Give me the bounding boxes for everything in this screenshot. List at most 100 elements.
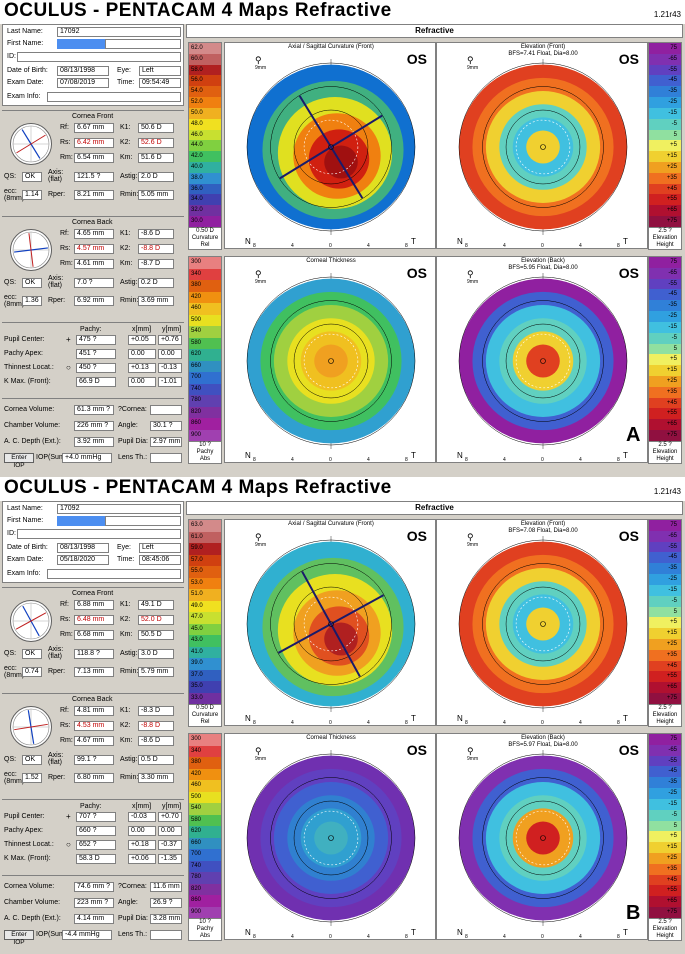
angle-label: Angle:	[118, 899, 138, 906]
scale-value: +75	[649, 216, 681, 227]
first-name-field-rest[interactable]	[105, 39, 181, 49]
thickness-map-9mm-label: 9mm	[255, 756, 267, 762]
scale-value: 340	[189, 745, 221, 757]
id-label: ID:	[7, 530, 16, 537]
exam-date-field[interactable]: 07/08/2019	[57, 78, 109, 88]
pupil-dia-value: 3.28 mm	[150, 914, 182, 924]
dob-field[interactable]: 08/13/1998	[57, 66, 109, 76]
exam-date-field[interactable]: 05/18/2020	[57, 555, 109, 565]
scale-value: 75	[649, 43, 681, 54]
axis-tick: 8	[405, 457, 408, 463]
chamber-volume-value: 223 mm ?	[74, 898, 114, 908]
scale-value: -35	[649, 777, 681, 789]
app-title: OCULUS - PENTACAM 4 Maps Refractive	[4, 0, 392, 21]
cornea-back-astig-value: 0.2 D	[138, 278, 174, 288]
k-max-y: -1.01	[158, 377, 182, 387]
eye-field[interactable]: Left	[139, 543, 181, 553]
elevation-front-map-zoom-icon[interactable]: ⚲	[467, 55, 474, 65]
elevation-front-map[interactable]: Elevation (Front) BFS=7.08 Float, Dia=8.0…	[436, 519, 648, 726]
elevation-front-scale[interactable]: 75 -65 -55 -45 -35 -25 -15 -5 5 +5 +15 +25 +35 +45 +55…	[648, 519, 682, 727]
scale-value: 380	[189, 280, 221, 292]
first-name-field-rest[interactable]	[105, 516, 181, 526]
elevation-back-map[interactable]: Elevation (Back) BFS=5.97 Float, Dia=8.00…	[436, 733, 648, 940]
pachy-apex-label: Pachy Apex:	[4, 827, 43, 834]
id-field[interactable]	[17, 529, 181, 539]
pachy-apex-y: 0.00	[158, 349, 182, 359]
cornea-volume-value: 74.6 mm ?	[74, 882, 114, 892]
curvature-scale[interactable]: 63.0 61.0 59.0 57.0 55.0 53.0 51.0 49.0 47.0 45.0…	[188, 519, 222, 727]
elevation-front-map-zoom-icon[interactable]: ⚲	[467, 532, 474, 542]
thickness-map-zoom-icon[interactable]: ⚲	[255, 746, 262, 756]
first-name-field[interactable]	[57, 516, 105, 526]
scale-value: 420	[189, 291, 221, 303]
axial-map[interactable]: Axial / Sagittal Curvature (Front) OS N T ⚲ 9…	[224, 42, 436, 249]
cornea-front-rf-label: Rf:	[60, 124, 69, 131]
y-mm-header: y[mm]	[162, 803, 182, 810]
thickness-map[interactable]: Corneal Thickness OS N T ⚲ 9mm 8 4 0 4 8	[224, 733, 436, 940]
time-field[interactable]: 09:54:49	[139, 78, 181, 88]
scale-value: -65	[649, 267, 681, 279]
elevation-front-map-bfs: BFS=7.41 Float, Dia=8.00	[508, 51, 578, 57]
eye-field[interactable]: Left	[139, 66, 181, 76]
axial-map-zoom-icon[interactable]: ⚲	[255, 532, 262, 542]
time-field[interactable]: 08:45:06	[139, 555, 181, 565]
elevation-front-map-os-label: OS	[618, 528, 639, 544]
k-max-pachy: 58.3 D	[76, 854, 116, 864]
elevation-front-map-9mm-label: 9mm	[467, 542, 479, 548]
exam-info-field[interactable]	[47, 569, 181, 579]
cornea-front-title: Cornea Front	[72, 590, 114, 597]
dob-field[interactable]: 08/13/1998	[57, 543, 109, 553]
exam-info-field[interactable]	[47, 92, 181, 102]
first-name-field[interactable]	[57, 39, 105, 49]
last-name-field[interactable]: 17092	[57, 504, 181, 514]
k-max-x: +0.06	[128, 854, 156, 864]
elevation-front-map[interactable]: Elevation (Front) BFS=7.41 Float, Dia=8.0…	[436, 42, 648, 249]
elevation-back-map-zoom-icon[interactable]: ⚲	[467, 269, 474, 279]
pupil-center-x: -0.03	[128, 812, 156, 822]
thinnest-locat-marker-icon: ○	[66, 363, 71, 372]
scale-value: -5	[649, 332, 681, 344]
elevation-back-map[interactable]: Elevation (Back) BFS=5.95 Float, Dia=8.00…	[436, 256, 648, 463]
scale-value: 500	[189, 791, 221, 803]
elevation-back-map-zoom-icon[interactable]: ⚲	[467, 746, 474, 756]
exam-info-label: Exam Info:	[7, 570, 41, 577]
axis-tick: 4	[503, 457, 506, 463]
elevation-back-scale[interactable]: 75 -65 -55 -45 -35 -25 -15 -5 5 +5 +15 +25 +35 +45 +55…	[648, 256, 682, 464]
cornea-front-qs-label: QS:	[4, 650, 17, 657]
elevation-back-scale[interactable]: 75 -65 -55 -45 -35 -25 -15 -5 5 +5 +15 +25 +35 +45 +55…	[648, 733, 682, 941]
thickness-map[interactable]: Corneal Thickness OS N T ⚲ 9mm 8 4 0 4 8	[224, 256, 436, 463]
axis-tick: 8	[617, 457, 620, 463]
scale-value: -5	[649, 118, 681, 130]
pachy-header: Pachy:	[80, 326, 102, 333]
pachy-scale[interactable]: 300 340 380 420 460 500 540 580 620 660 700 740 780 8…	[188, 733, 222, 941]
pachy-scale[interactable]: 300 340 380 420 460 500 540 580 620 660 700 740 780 8…	[188, 256, 222, 464]
pupil-dia-label: Pupil Dia:	[118, 915, 148, 922]
cornea-front-rper-value: 7.13 mm	[74, 667, 114, 677]
cornea-back-flat-label: (flat)	[48, 759, 62, 766]
elevation-back-map-os-label: OS	[618, 265, 639, 281]
scale-value: 740	[189, 860, 221, 872]
last-name-field[interactable]: 17092	[57, 27, 181, 37]
thickness-map-zoom-icon[interactable]: ⚲	[255, 269, 262, 279]
id-field[interactable]	[17, 52, 181, 62]
axis-tick: 8	[465, 457, 468, 463]
cornea-back-k1-value: -8.3 D	[138, 706, 174, 716]
curvature-scale[interactable]: 62.0 60.0 58.0 56.0 54.0 52.0 50.0 48.0 46.0 44.0…	[188, 42, 222, 250]
cornea-back-rmin-value: 3.69 mm	[138, 296, 174, 306]
axial-map[interactable]: Axial / Sagittal Curvature (Front) OS N T ⚲ 9…	[224, 519, 436, 726]
cornea-back-astig-label: Astig:	[120, 756, 138, 763]
cornea-front-section: Cornea Front Rf: 6.88 mm K1: 49.1 D Rs: 6.48 m…	[2, 587, 184, 689]
thinnest-locat-label: Thinnest Locat.:	[4, 364, 54, 371]
scale-value: 40.0	[189, 161, 221, 173]
elevation-front-scale[interactable]: 75 -65 -55 -45 -35 -25 -15 -5 5 +5 +15 +25 +35 +45 +55…	[648, 42, 682, 250]
enter-iop-button[interactable]: Enter IOP	[4, 453, 34, 469]
axis-tick: 0	[541, 934, 544, 940]
scale-value: -25	[649, 97, 681, 108]
enter-iop-button[interactable]: Enter IOP	[4, 930, 34, 946]
left-column: Last Name: 17092 First Name: ID: Date of Bir…	[2, 24, 184, 475]
scale-value: 41.0	[189, 646, 221, 658]
volume-section: Cornea Volume: 61.3 mm ? ?Cornea: Chamber V…	[2, 398, 184, 475]
app-version: 1.21r43	[653, 10, 681, 19]
scale-value: +65	[649, 419, 681, 430]
axial-map-zoom-icon[interactable]: ⚲	[255, 55, 262, 65]
